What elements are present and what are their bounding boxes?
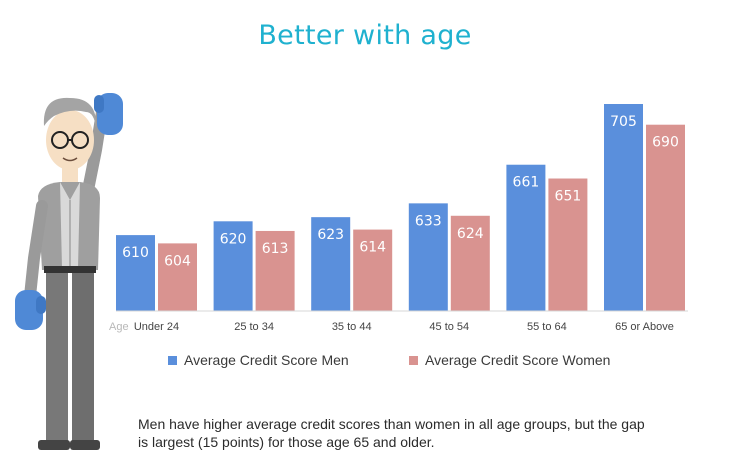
data-label-women-4: 651 [555,189,582,205]
legend-item-women: Average Credit Score Women [409,352,610,368]
data-label-men-2: 623 [317,227,344,243]
bar-men-4 [506,164,546,311]
legend-label-men: Average Credit Score Men [184,352,349,368]
bar-men-0 [116,235,155,311]
footnote-line-2: is largest (15 points) for those age 65 … [138,434,435,450]
data-label-men-1: 620 [220,231,247,247]
bar-women-2 [353,229,393,311]
chart-legend: Average Credit Score Men Average Credit … [0,352,730,372]
bar-women-1 [255,230,295,311]
legend-swatch-men [168,355,177,365]
x-tick-label-2: 35 to 44 [332,321,372,333]
x-tick-label-4: 55 to 64 [527,321,567,333]
x-tick-label-1: 25 to 34 [234,321,274,333]
data-label-men-3: 633 [415,213,442,229]
footnote: Men have higher average credit scores th… [138,415,678,451]
data-label-men-5: 705 [610,114,637,130]
data-label-men-0: 610 [122,245,149,261]
footnote-line-1: Men have higher average credit scores th… [138,416,645,432]
x-tick-label-3: 45 to 54 [429,321,469,333]
bar-men-3 [408,203,448,311]
data-label-women-1: 613 [262,241,289,257]
data-label-women-3: 624 [457,226,484,242]
bar-men-1 [213,221,253,311]
data-label-women-5: 690 [652,135,679,151]
chart-title: Better with age [258,20,472,51]
man-illustration-icon [15,93,123,450]
x-axis-label: Age [109,321,129,333]
x-tick-label-0: Under 24 [134,321,179,333]
data-label-men-4: 661 [513,175,540,191]
bar-men-5 [604,104,643,311]
bar-women-3 [450,215,490,311]
data-label-women-0: 604 [164,253,191,269]
legend-swatch-women [409,355,418,365]
legend-label-women: Average Credit Score Women [425,352,611,368]
data-label-women-2: 614 [359,240,386,256]
bar-women-0 [158,243,197,311]
bar-women-4 [548,178,588,311]
legend-item-men: Average Credit Score Men [168,352,349,368]
bar-men-2 [311,217,351,311]
x-tick-label-5: 65 or Above [615,321,674,333]
bar-women-5 [646,124,685,311]
